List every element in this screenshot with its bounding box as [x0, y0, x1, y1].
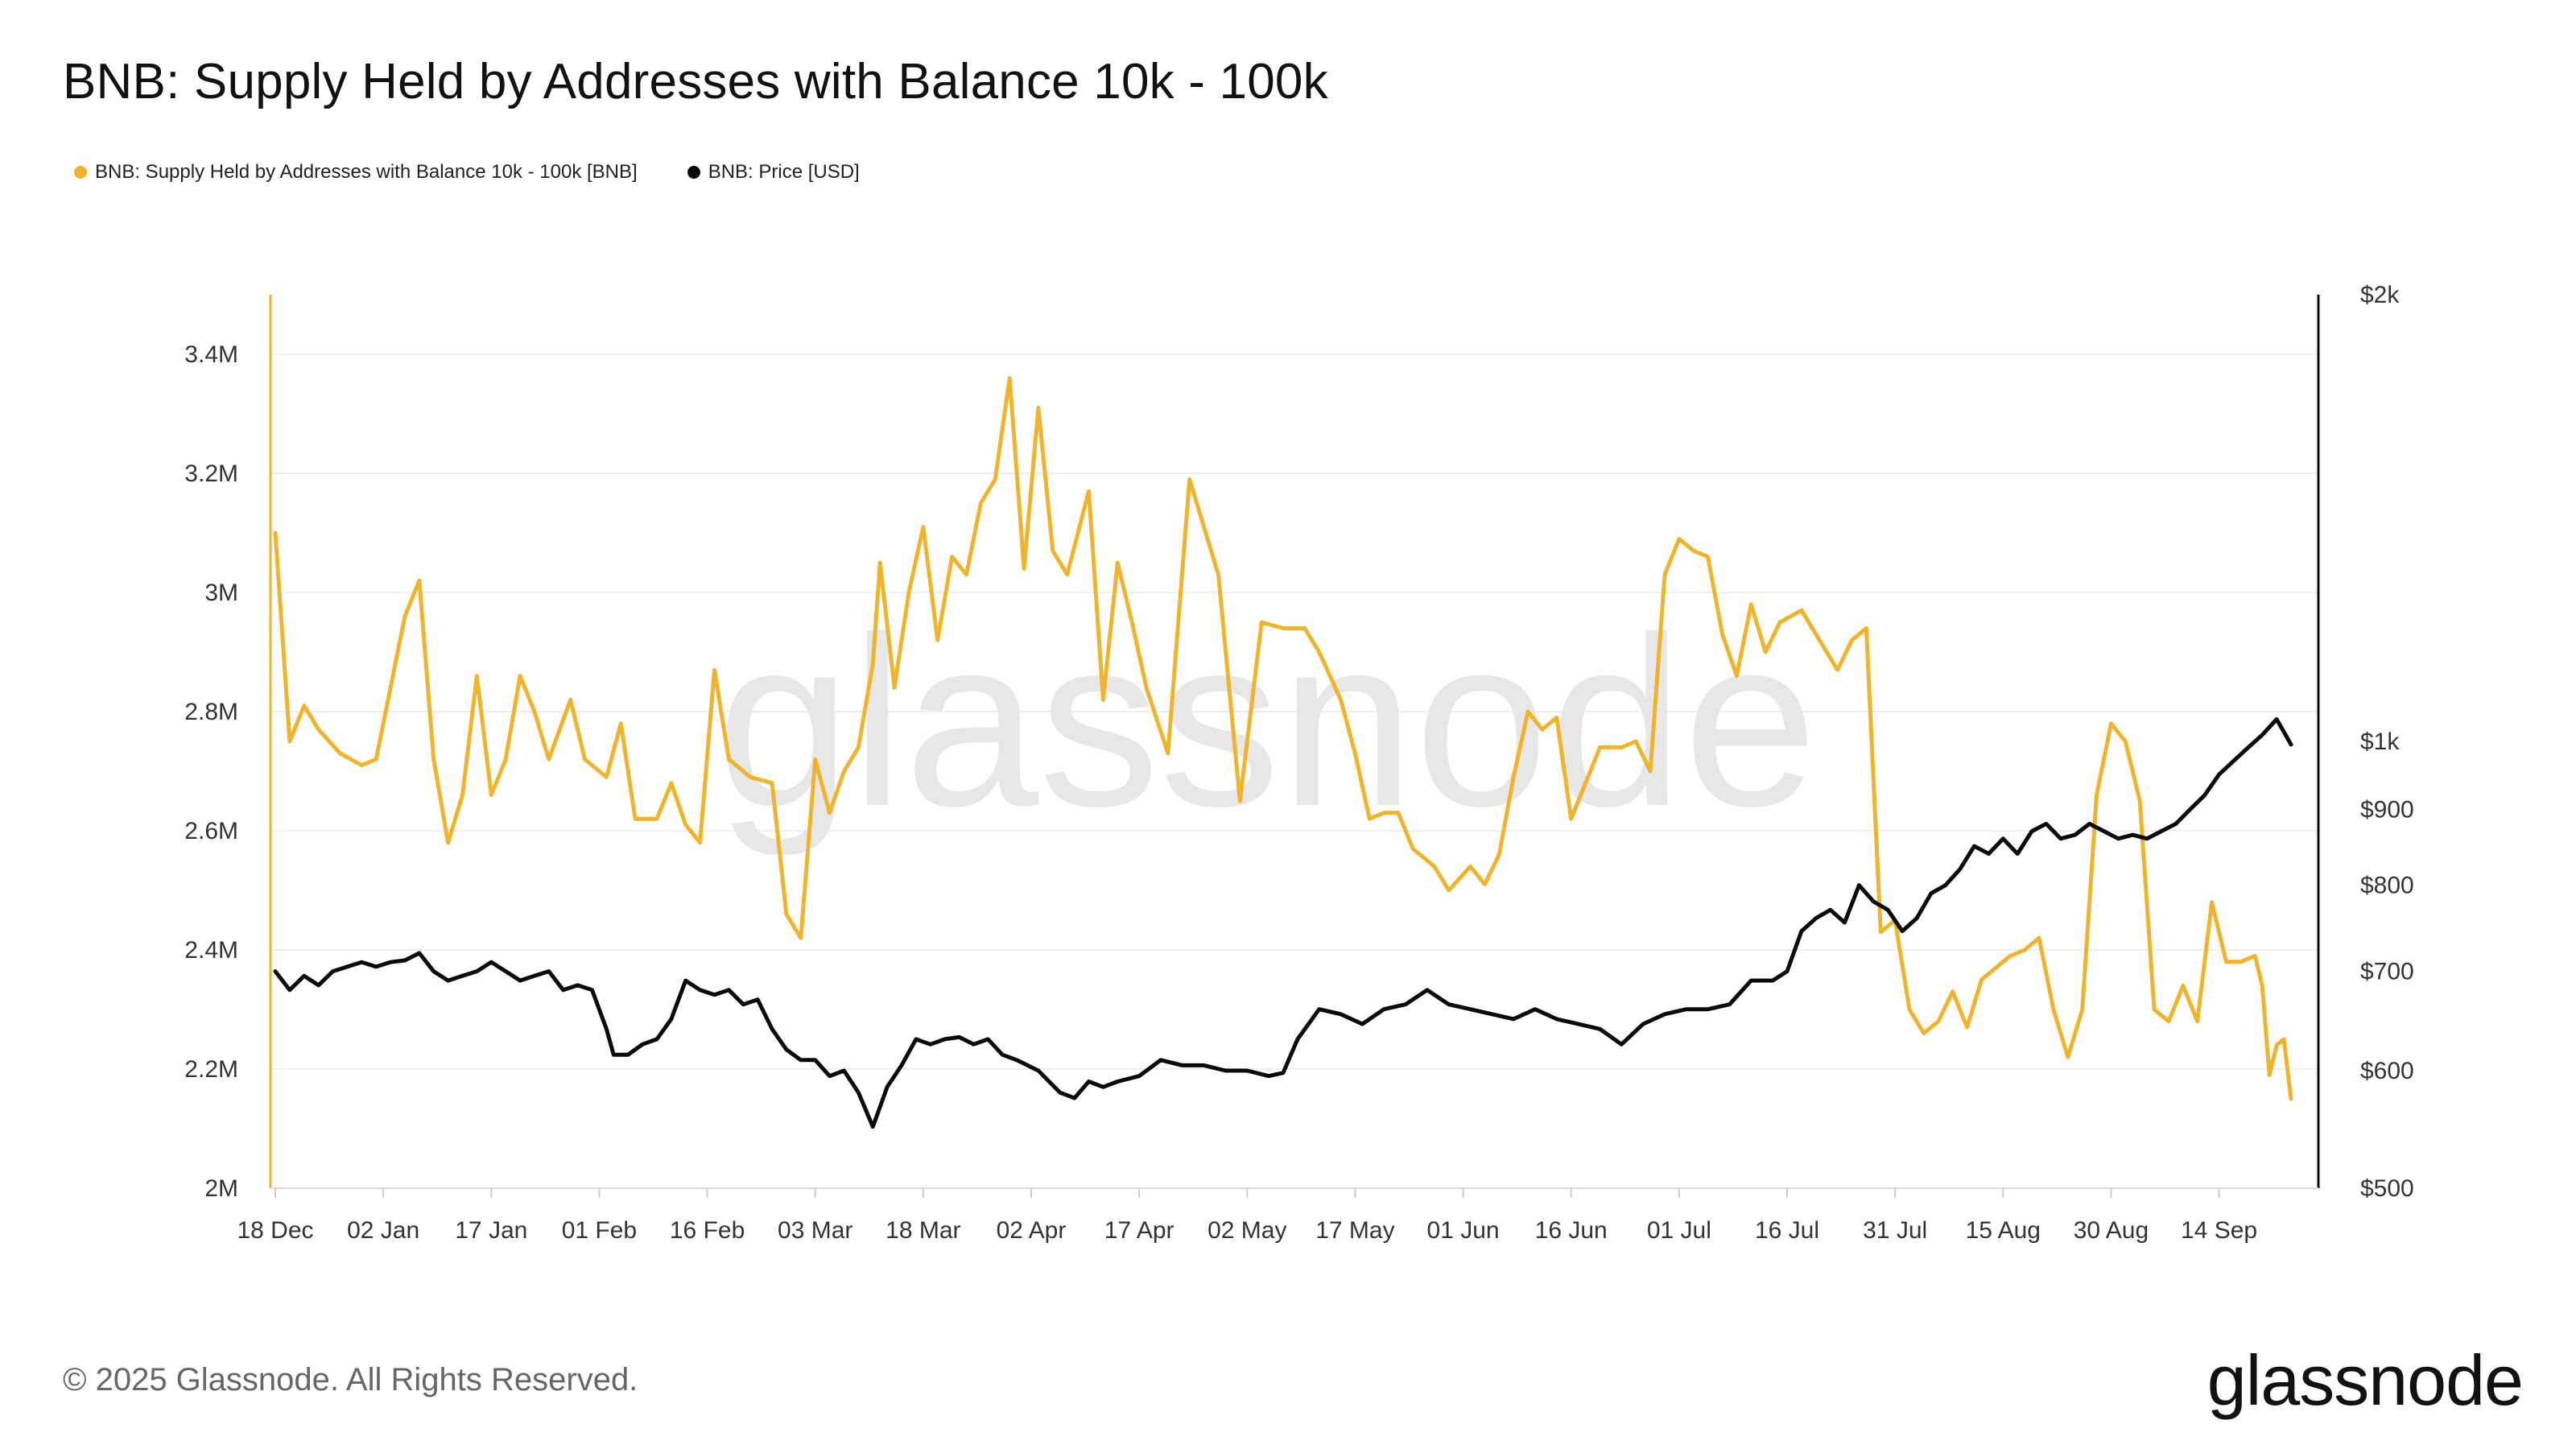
- y-left-tick-label: 2.4M: [184, 937, 238, 964]
- y-left-tick-label: 2M: [204, 1175, 238, 1202]
- x-tick-label: 01 Jul: [1647, 1217, 1711, 1244]
- legend-dot-price: [687, 166, 700, 179]
- series-layer: [273, 376, 2293, 1129]
- x-tick-label: 18 Dec: [237, 1217, 313, 1244]
- y-right-tick-label: $600: [2360, 1058, 2414, 1084]
- chart-title: BNB: Supply Held by Addresses with Balan…: [63, 54, 1328, 109]
- x-tick-label: 16 Jul: [1755, 1217, 1819, 1244]
- y-left-tick-label: 3.2M: [184, 460, 238, 487]
- y-left-tick-label: 3.4M: [184, 341, 238, 368]
- series-line-price[interactable]: [273, 717, 2293, 1129]
- y-left-tick-label: 2.2M: [184, 1056, 238, 1083]
- y-left-tick-label: 3M: [204, 580, 238, 606]
- x-tick-label: 17 Jan: [455, 1217, 527, 1244]
- legend-dot-supply: [74, 166, 87, 179]
- chart-legend: BNB: Supply Held by Addresses with Balan…: [74, 161, 860, 184]
- series-line-supply[interactable]: [273, 376, 2293, 1101]
- y-right-tick-label: $2k: [2360, 282, 2400, 308]
- x-tick-label: 18 Mar: [886, 1217, 960, 1244]
- copyright-text: © 2025 Glassnode. All Rights Reserved.: [63, 1362, 638, 1397]
- x-tick-label: 01 Feb: [562, 1217, 637, 1244]
- x-tick-label: 30 Aug: [2074, 1217, 2149, 1244]
- x-tick-label: 31 Jul: [1863, 1217, 1927, 1244]
- y-left-tick-label: 2.8M: [184, 699, 238, 725]
- x-tick-label: 16 Jun: [1535, 1217, 1608, 1244]
- x-tick-label: 02 May: [1208, 1217, 1286, 1244]
- x-tick-label: 01 Jun: [1427, 1217, 1500, 1244]
- x-tick-label: 14 Sep: [2181, 1217, 2257, 1244]
- legend-label-supply: BNB: Supply Held by Addresses with Balan…: [95, 161, 638, 183]
- axes-layer: 2M 2.2M 2.4M 2.6M 2.8M 3M 3.2M 3.4M $500 $600 $700…: [184, 282, 2413, 1244]
- y-right-tick-label: $900: [2360, 796, 2414, 823]
- watermark: glassnode: [716, 586, 1818, 858]
- brand-logo: glassnode: [2207, 1340, 2524, 1420]
- x-tick-label: 02 Jan: [347, 1217, 419, 1244]
- x-tick-label: 03 Mar: [778, 1217, 852, 1244]
- legend-item-supply[interactable]: BNB: Supply Held by Addresses with Balan…: [74, 161, 638, 184]
- x-tick-label: 16 Feb: [670, 1217, 745, 1244]
- x-tick-label: 17 May: [1315, 1217, 1394, 1244]
- x-tick-label: 15 Aug: [1966, 1217, 2041, 1244]
- x-tick-label: 17 Apr: [1104, 1217, 1174, 1244]
- y-left-tick-label: 2.6M: [184, 818, 238, 844]
- y-right-tick-label: $500: [2360, 1175, 2414, 1202]
- legend-label-price: BNB: Price [USD]: [708, 161, 860, 183]
- x-tick-label: 02 Apr: [997, 1217, 1067, 1244]
- y-right-tick-label: $800: [2360, 873, 2414, 899]
- y-right-tick-label: $1k: [2360, 729, 2400, 755]
- legend-item-price[interactable]: BNB: Price [USD]: [687, 161, 860, 184]
- y-right-tick-label: $700: [2360, 959, 2414, 985]
